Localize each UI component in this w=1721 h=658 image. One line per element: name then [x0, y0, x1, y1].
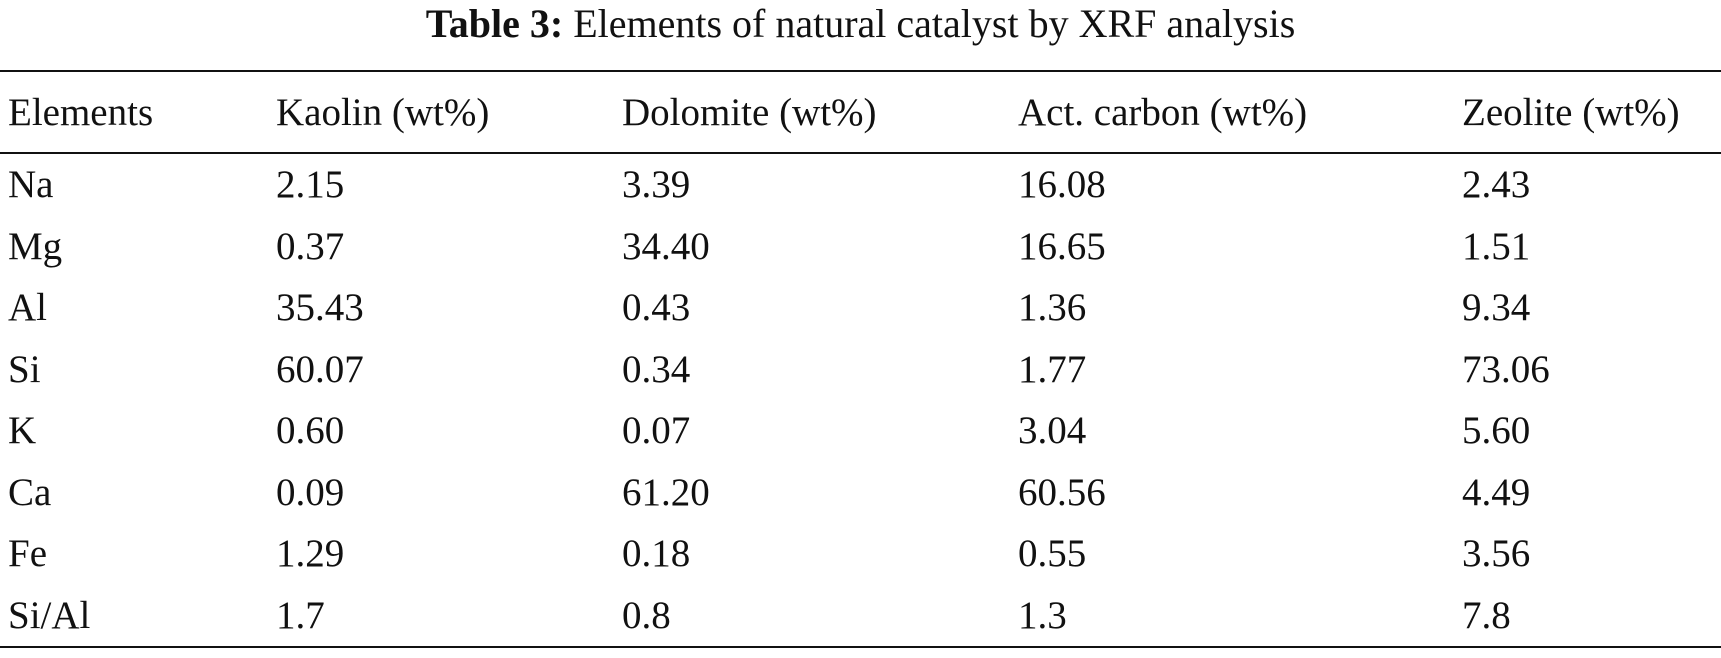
cell-act-carbon: 60.56	[1018, 470, 1106, 514]
cell-act-carbon: 1.77	[1018, 347, 1087, 391]
cell-dolomite: 0.8	[622, 593, 671, 637]
header-elements: Elements	[8, 90, 154, 134]
cell-dolomite: 0.07	[622, 409, 691, 453]
cell-element: Si/Al	[8, 593, 91, 637]
cell-act-carbon: 1.3	[1018, 593, 1067, 637]
cell-dolomite: 34.40	[622, 224, 710, 268]
table-row: Si 60.07 0.34 1.77 73.06	[0, 339, 1721, 401]
cell-dolomite: 0.43	[622, 286, 691, 330]
cell-kaolin: 1.29	[276, 532, 345, 576]
cell-kaolin: 1.7	[276, 593, 325, 637]
table-caption: Table 3: Elements of natural catalyst by…	[0, 0, 1721, 50]
cell-dolomite: 0.34	[622, 347, 691, 391]
cell-kaolin: 0.60	[276, 409, 345, 453]
cell-zeolite: 3.56	[1462, 532, 1531, 576]
table-row: K 0.60 0.07 3.04 5.60	[0, 400, 1721, 462]
cell-act-carbon: 1.36	[1018, 286, 1087, 330]
cell-act-carbon: 0.55	[1018, 532, 1087, 576]
header-kaolin: Kaolin (wt%)	[276, 90, 490, 134]
table-row: Na 2.15 3.39 16.08 2.43	[0, 153, 1721, 216]
table-caption-text: Elements of natural catalyst by XRF anal…	[573, 1, 1296, 46]
cell-element: Si	[8, 347, 41, 391]
header-zeolite: Zeolite (wt%)	[1462, 90, 1680, 134]
table-header-row: Elements Kaolin (wt%) Dolomite (wt%) Act…	[0, 71, 1721, 153]
cell-zeolite: 5.60	[1462, 409, 1531, 453]
table-row: Al 35.43 0.43 1.36 9.34	[0, 277, 1721, 339]
table-row: Ca 0.09 61.20 60.56 4.49	[0, 462, 1721, 524]
cell-element: K	[8, 409, 37, 453]
cell-kaolin: 35.43	[276, 286, 364, 330]
header-act-carbon: Act. carbon (wt%)	[1018, 90, 1308, 134]
cell-dolomite: 3.39	[622, 163, 691, 207]
cell-kaolin: 0.37	[276, 224, 345, 268]
table-row: Fe 1.29 0.18 0.55 3.56	[0, 523, 1721, 585]
cell-zeolite: 4.49	[1462, 470, 1531, 514]
cell-zeolite: 2.43	[1462, 163, 1531, 207]
cell-kaolin: 60.07	[276, 347, 364, 391]
cell-element: Ca	[8, 470, 52, 514]
cell-element: Mg	[8, 224, 63, 268]
cell-zeolite: 1.51	[1462, 224, 1531, 268]
cell-kaolin: 0.09	[276, 470, 345, 514]
table-row: Si/Al 1.7 0.8 1.3 7.8	[0, 585, 1721, 647]
cell-zeolite: 73.06	[1462, 347, 1550, 391]
cell-dolomite: 61.20	[622, 470, 710, 514]
cell-kaolin: 2.15	[276, 163, 345, 207]
cell-act-carbon: 3.04	[1018, 409, 1087, 453]
cell-element: Fe	[8, 532, 47, 576]
table-row: Mg 0.37 34.40 16.65 1.51	[0, 216, 1721, 278]
cell-act-carbon: 16.08	[1018, 163, 1106, 207]
cell-element: Na	[8, 163, 54, 207]
xrf-table: Elements Kaolin (wt%) Dolomite (wt%) Act…	[0, 70, 1721, 648]
cell-element: Al	[8, 286, 47, 330]
cell-dolomite: 0.18	[622, 532, 691, 576]
header-dolomite: Dolomite (wt%)	[622, 90, 877, 134]
cell-zeolite: 7.8	[1462, 593, 1511, 637]
table-caption-label: Table 3:	[425, 1, 564, 46]
cell-act-carbon: 16.65	[1018, 224, 1106, 268]
cell-zeolite: 9.34	[1462, 286, 1531, 330]
